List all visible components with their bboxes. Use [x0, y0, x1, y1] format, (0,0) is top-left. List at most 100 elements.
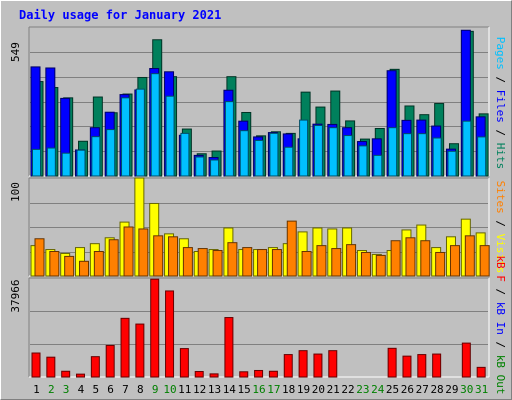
day-label: 14 — [223, 383, 237, 396]
pages-bar — [254, 139, 264, 177]
day-label: 18 — [282, 383, 295, 396]
pages-bar — [224, 101, 234, 177]
pages-bar — [91, 136, 101, 177]
pages-bar — [477, 136, 487, 177]
day-label: 2 — [48, 383, 55, 396]
kb-f-bar — [387, 347, 397, 378]
day-label: 26 — [401, 383, 414, 396]
day-label: 29 — [445, 383, 458, 396]
day-label: 16 — [252, 383, 265, 396]
day-label: 13 — [208, 383, 221, 396]
sites-bar — [286, 220, 297, 277]
day-label: 17 — [267, 383, 280, 396]
sites-bar — [390, 240, 401, 277]
legend-separator: / — [494, 214, 507, 234]
sites-bar — [479, 245, 490, 277]
legend-hits: Hits — [494, 143, 507, 170]
kb-f-bar — [254, 369, 264, 378]
pages-bar — [135, 88, 145, 177]
pages-bar — [180, 132, 190, 177]
visits-sites-panel — [28, 177, 490, 277]
legend-separator: / — [494, 70, 507, 90]
sites-bar — [375, 254, 386, 277]
pages-bar — [373, 154, 383, 177]
kb-f-bar — [283, 354, 293, 378]
kb-f-bar — [76, 373, 86, 378]
sites-bar — [331, 248, 342, 277]
day-label: 1 — [33, 383, 40, 396]
day-label: 30 — [460, 383, 473, 396]
sites-bar — [108, 239, 119, 277]
kbytes-panel — [28, 277, 490, 378]
day-label: 10 — [163, 383, 176, 396]
sites-bar — [242, 247, 253, 277]
sites-bar — [420, 240, 431, 277]
sites-bar — [79, 260, 90, 277]
hits-y-max-label: 549 — [9, 42, 22, 62]
pages-bar — [76, 149, 86, 177]
kb-f-bar — [417, 354, 427, 378]
pages-bar — [121, 97, 131, 177]
kb-f-bar — [298, 350, 308, 378]
day-label: 6 — [107, 383, 114, 396]
kb-f-bar — [90, 356, 100, 378]
sites-bar — [197, 248, 208, 277]
sites-bar — [182, 247, 193, 277]
pages-bar — [447, 150, 457, 177]
kb-f-bar — [165, 290, 175, 378]
day-label: 20 — [312, 383, 325, 396]
legend-files: Files — [494, 90, 507, 123]
sites-bar — [316, 245, 327, 277]
day-label: 3 — [63, 383, 70, 396]
kbytes-axis-label: kB F / kB In / kB Out — [494, 255, 507, 394]
pages-bar — [269, 132, 279, 177]
day-label: 4 — [78, 383, 85, 396]
pages-bar — [210, 159, 220, 177]
day-label: 28 — [430, 383, 443, 396]
day-label: 19 — [297, 383, 310, 396]
legend-sites: Sites — [494, 181, 507, 214]
sites-bar — [64, 255, 75, 277]
day-label: 7 — [122, 383, 129, 396]
kb-f-bar — [150, 278, 160, 378]
hits-axis-label: Pages / Files / Hits — [494, 37, 507, 170]
pages-bar — [46, 147, 56, 177]
pages-bar — [358, 145, 368, 177]
sites-bar — [123, 226, 134, 277]
kb-f-bar — [224, 317, 234, 378]
pages-bar — [462, 120, 472, 177]
day-label: 31 — [475, 383, 488, 396]
pages-bar — [432, 137, 442, 177]
pages-bar — [150, 73, 160, 177]
sites-bar — [34, 238, 45, 277]
sites-bar — [93, 251, 104, 277]
pages-bar — [313, 125, 323, 177]
pages-bar — [343, 135, 353, 177]
sites-bar — [301, 251, 312, 277]
visits-axis-label: Sites / Visits — [494, 181, 507, 274]
sites-bar — [346, 244, 357, 277]
pages-bar — [328, 127, 338, 177]
sites-bar — [435, 251, 446, 277]
day-label: 8 — [137, 383, 144, 396]
day-label: 11 — [178, 383, 191, 396]
kbytes-y-max-label: 37966 — [9, 279, 22, 312]
legend-separator: / — [494, 123, 507, 143]
kb-f-bar — [135, 323, 145, 378]
kb-f-bar — [239, 371, 249, 378]
kb-f-bar — [461, 342, 471, 378]
sites-bar — [405, 237, 416, 277]
kbytes-panel-plot-area — [29, 278, 489, 377]
hits-files-pages-panel — [28, 26, 490, 177]
legend-kb-in: kB In — [494, 302, 507, 335]
legend-visits: Visits — [494, 234, 507, 274]
sites-bar — [257, 249, 268, 277]
day-label: 24 — [371, 383, 385, 396]
kb-f-bar — [476, 366, 486, 378]
sites-bar — [360, 251, 371, 277]
day-label: 21 — [327, 383, 340, 396]
sites-bar — [168, 236, 179, 277]
sites-bar — [153, 235, 164, 277]
pages-bar — [417, 133, 427, 177]
